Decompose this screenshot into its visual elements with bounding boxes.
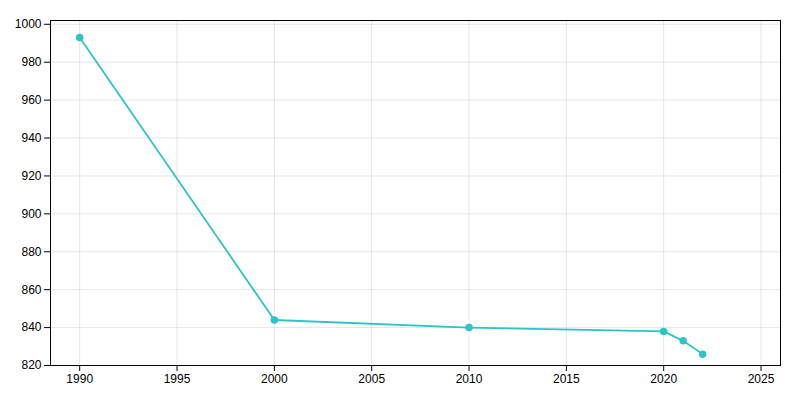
svg-text:980: 980 — [21, 55, 41, 69]
svg-text:940: 940 — [21, 131, 41, 145]
svg-text:820: 820 — [21, 358, 41, 372]
svg-text:920: 920 — [21, 169, 41, 183]
svg-text:1990: 1990 — [66, 372, 93, 386]
svg-text:2020: 2020 — [650, 372, 677, 386]
svg-text:960: 960 — [21, 93, 41, 107]
svg-text:2025: 2025 — [748, 372, 775, 386]
svg-text:880: 880 — [21, 245, 41, 259]
svg-text:1995: 1995 — [164, 372, 191, 386]
svg-text:2005: 2005 — [358, 372, 385, 386]
svg-text:2015: 2015 — [553, 372, 580, 386]
svg-text:900: 900 — [21, 207, 41, 221]
svg-text:1000: 1000 — [15, 17, 42, 31]
svg-text:840: 840 — [21, 320, 41, 334]
svg-text:2010: 2010 — [456, 372, 483, 386]
svg-text:860: 860 — [21, 283, 41, 297]
svg-text:2000: 2000 — [261, 372, 288, 386]
